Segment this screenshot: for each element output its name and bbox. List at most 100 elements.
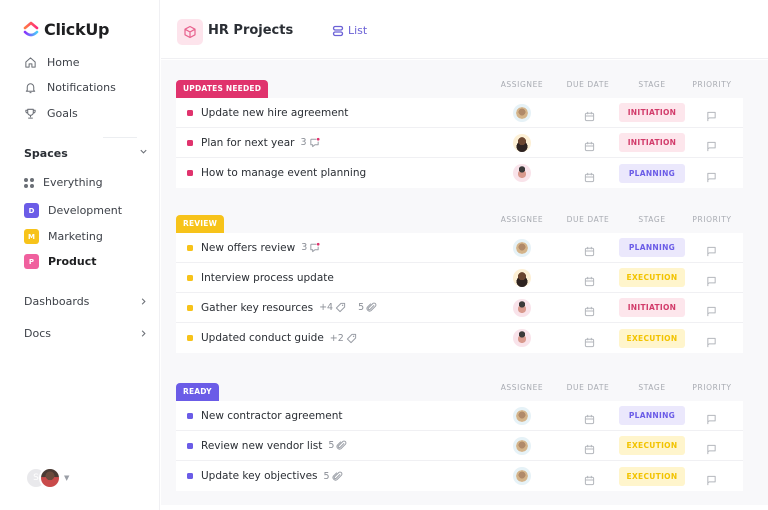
task-row[interactable]: How to manage event planning PLANNING bbox=[176, 158, 743, 188]
calendar-icon[interactable] bbox=[584, 168, 595, 182]
space-everything[interactable]: Everything bbox=[24, 176, 103, 189]
stage-badge[interactable]: PLANNING bbox=[619, 238, 685, 257]
column-header-due-date[interactable]: DUE DATE bbox=[566, 80, 610, 89]
group-status-tag[interactable]: READY bbox=[176, 383, 219, 401]
status-dot[interactable] bbox=[187, 442, 193, 449]
assignee-avatar[interactable] bbox=[513, 103, 531, 122]
task-row[interactable]: Updated conduct guide +2 EXECUTION bbox=[176, 323, 743, 353]
task-name[interactable]: Updated conduct guide bbox=[201, 332, 324, 344]
column-header-stage[interactable]: STAGE bbox=[638, 383, 666, 392]
nav-goals[interactable]: Goals bbox=[24, 107, 78, 120]
stage-badge[interactable]: EXECUTION bbox=[619, 328, 685, 348]
column-header-priority[interactable]: PRIORITY bbox=[692, 383, 732, 392]
calendar-icon[interactable] bbox=[584, 410, 595, 425]
column-header-assignee[interactable]: ASSIGNEE bbox=[500, 80, 544, 89]
calendar-icon[interactable] bbox=[584, 242, 595, 257]
task-meta[interactable]: 3 bbox=[301, 242, 320, 253]
status-dot[interactable] bbox=[187, 109, 193, 116]
flag-icon[interactable] bbox=[706, 471, 717, 485]
sidebar-dashboards[interactable]: Dashboards bbox=[24, 295, 148, 308]
user-menu[interactable]: S ▼ bbox=[25, 467, 69, 489]
tab-list-view[interactable]: List bbox=[332, 24, 367, 37]
stage-badge[interactable]: EXECUTION bbox=[619, 268, 685, 287]
column-header-assignee[interactable]: ASSIGNEE bbox=[500, 383, 544, 392]
flag-icon[interactable] bbox=[706, 302, 717, 317]
status-dot[interactable] bbox=[187, 412, 193, 419]
calendar-icon[interactable] bbox=[584, 272, 595, 287]
stage-badge[interactable]: EXECUTION bbox=[619, 436, 685, 455]
assignee-avatar[interactable] bbox=[513, 133, 531, 152]
flag-icon[interactable] bbox=[706, 410, 717, 425]
stage-badge[interactable]: INITIATION bbox=[619, 298, 685, 317]
nav-notifications[interactable]: Notifications bbox=[24, 81, 116, 94]
status-dot[interactable] bbox=[187, 274, 193, 281]
group-status-tag[interactable]: REVIEW bbox=[176, 215, 225, 233]
task-meta[interactable]: 5 bbox=[324, 471, 343, 482]
column-header-stage[interactable]: STAGE bbox=[638, 215, 666, 224]
task-meta[interactable]: +2 bbox=[330, 333, 357, 344]
stage-badge[interactable]: INITIATION bbox=[619, 103, 685, 122]
flag-icon[interactable] bbox=[706, 107, 717, 122]
task-name[interactable]: Gather key resources bbox=[201, 301, 314, 314]
task-name[interactable]: Plan for next year bbox=[201, 136, 295, 149]
stage-badge[interactable]: PLANNING bbox=[619, 163, 685, 183]
assignee-avatar[interactable] bbox=[513, 467, 531, 485]
calendar-icon[interactable] bbox=[584, 107, 595, 122]
stage-badge[interactable]: PLANNING bbox=[619, 406, 685, 425]
status-dot[interactable] bbox=[187, 139, 193, 146]
assignee-avatar[interactable] bbox=[513, 406, 531, 425]
task-meta[interactable]: +4 bbox=[319, 302, 346, 313]
task-name[interactable]: New offers review bbox=[201, 241, 296, 254]
clickup-logo[interactable]: ClickUp bbox=[23, 20, 109, 39]
space-product[interactable]: P Product bbox=[24, 254, 97, 269]
status-dot[interactable] bbox=[187, 304, 193, 311]
task-name[interactable]: Update key objectives bbox=[201, 470, 318, 482]
column-header-due-date[interactable]: DUE DATE bbox=[566, 215, 610, 224]
task-meta[interactable]: 3 bbox=[300, 137, 320, 148]
status-dot[interactable] bbox=[187, 244, 193, 251]
status-dot[interactable] bbox=[187, 335, 193, 341]
flag-icon[interactable] bbox=[706, 272, 717, 287]
task-row[interactable]: Gather key resources +4 5 INITIATION bbox=[176, 293, 743, 323]
assignee-avatar[interactable] bbox=[513, 268, 531, 287]
assignee-avatar[interactable] bbox=[513, 436, 531, 455]
spaces-header[interactable]: Spaces bbox=[24, 147, 148, 160]
assignee-avatar[interactable] bbox=[513, 298, 531, 317]
column-header-priority[interactable]: PRIORITY bbox=[692, 215, 732, 224]
task-row[interactable]: New offers review 3 PLANNING bbox=[176, 233, 743, 263]
sidebar-docs[interactable]: Docs bbox=[24, 327, 148, 340]
calendar-icon[interactable] bbox=[584, 137, 595, 152]
task-row[interactable]: Plan for next year 3 INITIATION bbox=[176, 128, 743, 158]
status-dot[interactable] bbox=[187, 170, 193, 176]
assignee-avatar[interactable] bbox=[513, 164, 531, 182]
task-row[interactable]: New contractor agreement PLANNING bbox=[176, 401, 743, 431]
flag-icon[interactable] bbox=[706, 137, 717, 152]
calendar-icon[interactable] bbox=[584, 471, 595, 485]
task-meta[interactable]: 5 bbox=[328, 440, 347, 451]
assignee-avatar[interactable] bbox=[513, 238, 531, 257]
stage-badge[interactable]: EXECUTION bbox=[619, 466, 685, 486]
group-status-tag[interactable]: UPDATES NEEDED bbox=[176, 80, 269, 98]
chevron-down-icon[interactable] bbox=[139, 147, 148, 159]
status-dot[interactable] bbox=[187, 473, 193, 479]
flag-icon[interactable] bbox=[706, 242, 717, 257]
nav-home[interactable]: Home bbox=[24, 56, 79, 69]
column-header-priority[interactable]: PRIORITY bbox=[692, 80, 732, 89]
space-marketing[interactable]: M Marketing bbox=[24, 229, 103, 244]
stage-badge[interactable]: INITIATION bbox=[619, 133, 685, 152]
flag-icon[interactable] bbox=[706, 333, 717, 347]
task-row[interactable]: Update key objectives 5 EXECUTION bbox=[176, 461, 743, 491]
assignee-avatar[interactable] bbox=[513, 329, 531, 347]
task-name[interactable]: Interview process update bbox=[201, 271, 334, 284]
column-header-stage[interactable]: STAGE bbox=[638, 80, 666, 89]
space-development[interactable]: D Development bbox=[24, 203, 122, 218]
task-name[interactable]: Review new vendor list bbox=[201, 439, 323, 452]
task-name[interactable]: How to manage event planning bbox=[201, 167, 367, 179]
calendar-icon[interactable] bbox=[584, 302, 595, 317]
task-row[interactable]: Review new vendor list 5 EXECUTION bbox=[176, 431, 743, 461]
task-row[interactable]: Interview process update EXECUTION bbox=[176, 263, 743, 293]
task-row[interactable]: Update new hire agreement INITIATION bbox=[176, 98, 743, 128]
task-meta-attachments[interactable]: 5 bbox=[358, 302, 377, 313]
flag-icon[interactable] bbox=[706, 168, 717, 182]
task-name[interactable]: New contractor agreement bbox=[201, 409, 343, 422]
